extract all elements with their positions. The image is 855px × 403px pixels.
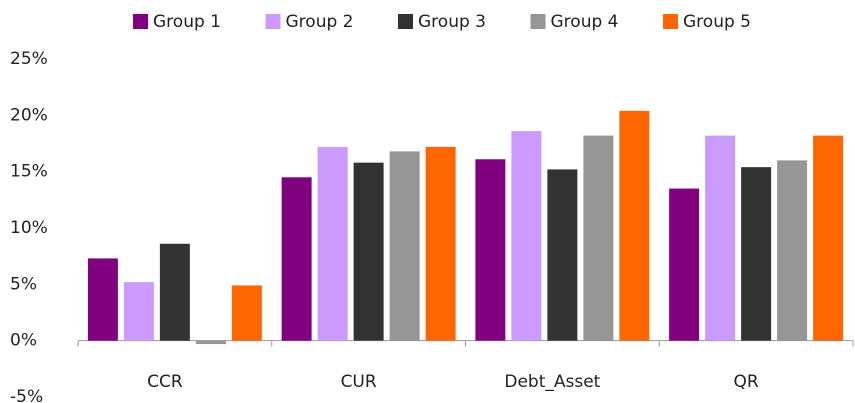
bar [231, 285, 262, 341]
y-tick-label: -5% [10, 387, 43, 403]
bar [353, 162, 384, 341]
bar [123, 282, 154, 341]
bar [583, 135, 614, 341]
y-tick-label: 0% [10, 331, 37, 351]
bar [669, 188, 700, 341]
bar [87, 258, 118, 341]
y-tick-label: 10% [10, 218, 48, 238]
bar [281, 177, 312, 341]
legend-label: Group 3 [418, 12, 486, 32]
x-tick-label: Debt_Asset [504, 372, 600, 392]
bar [813, 135, 844, 341]
y-tick-label: 15% [10, 162, 48, 182]
bar [389, 151, 420, 341]
legend-swatch [530, 14, 546, 29]
legend-label: Group 5 [683, 12, 751, 32]
legend-swatch [398, 14, 413, 29]
bar [547, 169, 578, 341]
x-tick-label: CCR [147, 372, 183, 392]
bar [159, 243, 190, 341]
bar [425, 146, 456, 341]
legend-label: Group 1 [153, 12, 221, 32]
legend-swatch [133, 14, 148, 29]
bar [317, 146, 348, 341]
bar [195, 340, 226, 345]
x-tick-label: CUR [341, 372, 377, 392]
bar [511, 131, 542, 341]
bar [705, 135, 736, 341]
x-tick-label: QR [734, 372, 759, 392]
bar [741, 167, 772, 341]
legend-swatch [265, 14, 281, 29]
y-tick-label: 25% [10, 49, 48, 69]
legend-swatch [663, 14, 678, 29]
legend-label: Group 4 [551, 12, 619, 32]
y-tick-label: 5% [10, 274, 37, 294]
y-tick-label: 20% [10, 105, 48, 125]
bar [475, 159, 506, 341]
legend-label: Group 2 [286, 12, 354, 32]
bar [619, 110, 650, 341]
bar [777, 160, 808, 341]
